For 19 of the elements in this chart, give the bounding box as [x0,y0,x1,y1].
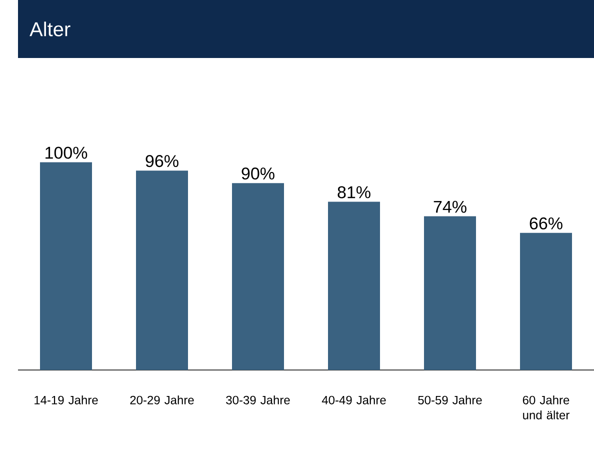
bar [232,183,284,370]
x-tick-label: 20-29 Jahre [130,396,194,404]
data-label: 90% [242,168,274,180]
bar [424,216,476,370]
chart-title: Alter [30,22,70,36]
data-label: 66% [530,217,562,230]
x-tick-label: 60 Jahre und älter [522,396,570,420]
x-tick-label: 50-59 Jahre [418,396,482,404]
data-label: 81% [338,186,370,198]
data-label: 96% [146,155,178,168]
bar [40,162,92,370]
x-tick-label: 30-39 Jahre [226,396,290,404]
bar [328,202,380,370]
x-tick-label: 14-19 Jahre [34,396,98,404]
data-label: 74% [434,200,466,213]
x-tick-label: 40-49 Jahre [322,396,386,404]
bar [520,232,572,370]
data-label: 100% [46,146,88,159]
bar [136,170,188,370]
